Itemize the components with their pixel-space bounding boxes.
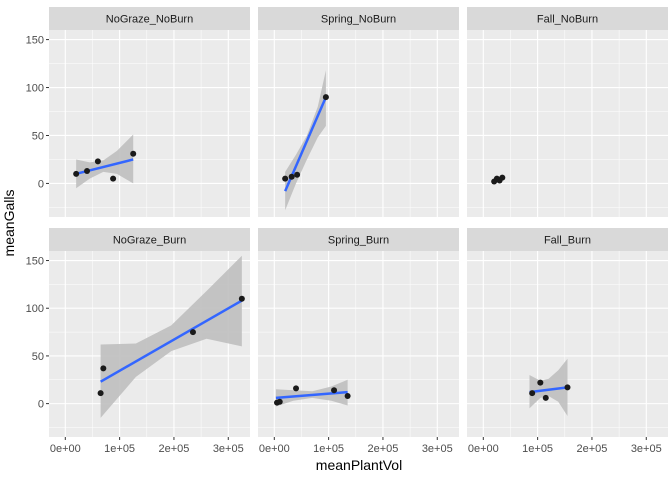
panel-content <box>49 30 250 217</box>
data-point <box>84 167 91 174</box>
panel-content <box>258 251 459 437</box>
y-tick-label: 0 <box>38 399 44 411</box>
panel-content <box>467 251 668 437</box>
data-point <box>293 385 300 392</box>
facet-strip-label: Fall_Burn <box>544 235 591 247</box>
x-tick-label: 3e+05 <box>631 443 662 455</box>
facet-panel-spring-burn: Spring_Burn <box>258 228 459 437</box>
y-tick-label: 150 <box>26 35 44 47</box>
panel-content <box>258 30 459 217</box>
x-tick-label: 3e+05 <box>213 443 244 455</box>
facet-panel-nograze-noburn: NoGraze_NoBurn <box>49 7 250 217</box>
data-point <box>276 398 283 405</box>
facet-strip <box>467 7 668 30</box>
data-point <box>94 158 101 165</box>
y-tick-label: 150 <box>26 256 44 268</box>
confidence-band <box>529 358 568 417</box>
y-tick-label: 100 <box>26 303 44 315</box>
data-point <box>130 150 137 157</box>
y-axis-title: meanGalls <box>1 190 17 257</box>
facet-strip-label: Fall_NoBurn <box>537 14 598 26</box>
data-point <box>322 94 329 101</box>
facet-panel-fall-noburn: Fall_NoBurn <box>467 7 668 217</box>
x-axis-title: meanPlantVol <box>316 457 402 473</box>
facet-panel-nograze-burn: NoGraze_Burn <box>49 228 250 437</box>
data-point <box>97 390 104 397</box>
fit-line <box>99 299 243 383</box>
y-tick-label: 50 <box>32 351 44 363</box>
panel-content <box>49 251 250 437</box>
facet-strip <box>258 7 459 30</box>
x-tick-label: 1e+05 <box>104 443 135 455</box>
facet-strip <box>258 228 459 251</box>
confidence-band <box>76 134 134 189</box>
facet-panel-spring-noburn: Spring_NoBurn <box>258 7 459 217</box>
facet-panel-fall-burn: Fall_Burn <box>467 228 668 437</box>
data-point <box>238 295 245 302</box>
data-point <box>499 174 506 181</box>
data-point <box>282 175 289 182</box>
fit-line <box>529 386 568 394</box>
data-point <box>189 329 196 336</box>
x-tick-label: 1e+05 <box>522 443 553 455</box>
fit-line <box>275 390 348 400</box>
data-point <box>294 171 301 178</box>
data-point <box>542 394 549 401</box>
y-tick-label: 0 <box>38 178 44 190</box>
panel-content <box>467 30 668 217</box>
confidence-band <box>100 255 242 418</box>
panel-background <box>49 30 250 217</box>
data-point <box>110 175 117 182</box>
x-tick-label: 0e+00 <box>50 443 81 455</box>
data-point <box>537 379 544 386</box>
x-tick-label: 2e+05 <box>576 443 607 455</box>
x-tick-label: 2e+05 <box>367 443 398 455</box>
facet-strip <box>49 228 250 251</box>
data-point <box>564 384 571 391</box>
panels-layer: NoGraze_NoBurn Spring_NoBurn Fall_NoBurn No… <box>49 7 668 437</box>
confidence-band <box>275 379 348 407</box>
data-point <box>331 387 338 394</box>
axes-layer: 0 50 100 150 0 50 100 150 0e+00 1e+05 2e+05 3e+05 0e… <box>26 35 662 455</box>
data-point <box>288 173 295 180</box>
facet-strip <box>467 228 668 251</box>
x-tick-label: 3e+05 <box>422 443 453 455</box>
facet-strip-label: NoGraze_NoBurn <box>106 14 193 26</box>
facet-strip-label: Spring_NoBurn <box>321 14 396 26</box>
y-tick-label: 50 <box>32 130 44 142</box>
facet-strip-label: NoGraze_Burn <box>113 235 186 247</box>
facet-strip-label: Spring_Burn <box>328 235 389 247</box>
x-tick-label: 1e+05 <box>313 443 344 455</box>
x-tick-label: 2e+05 <box>158 443 189 455</box>
data-point <box>73 170 80 177</box>
panel-background <box>467 30 668 217</box>
x-tick-label: 0e+00 <box>468 443 499 455</box>
panel-background <box>258 251 459 437</box>
y-tick-label: 100 <box>26 83 44 95</box>
data-point <box>100 365 107 372</box>
data-point <box>529 390 536 397</box>
x-tick-label: 0e+00 <box>259 443 290 455</box>
data-point <box>344 392 351 399</box>
facet-strip <box>49 7 250 30</box>
